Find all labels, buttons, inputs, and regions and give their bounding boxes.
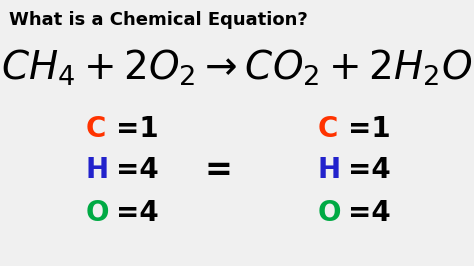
Text: H: H bbox=[318, 156, 341, 184]
Text: O: O bbox=[85, 199, 109, 227]
Text: =1: =1 bbox=[116, 115, 159, 143]
Text: O: O bbox=[318, 199, 341, 227]
Text: =4: =4 bbox=[348, 156, 391, 184]
Text: =: = bbox=[204, 154, 232, 187]
Text: H: H bbox=[85, 156, 109, 184]
Text: =4: =4 bbox=[116, 199, 159, 227]
Text: =1: =1 bbox=[348, 115, 391, 143]
Text: C: C bbox=[318, 115, 338, 143]
Text: =4: =4 bbox=[348, 199, 391, 227]
Text: $\mathit{CH_4 + 2O_2 \rightarrow CO_2 + 2H_2O}$: $\mathit{CH_4 + 2O_2 \rightarrow CO_2 + … bbox=[1, 48, 473, 88]
Text: =4: =4 bbox=[116, 156, 159, 184]
Text: C: C bbox=[85, 115, 106, 143]
Text: What is a Chemical Equation?: What is a Chemical Equation? bbox=[9, 11, 308, 29]
